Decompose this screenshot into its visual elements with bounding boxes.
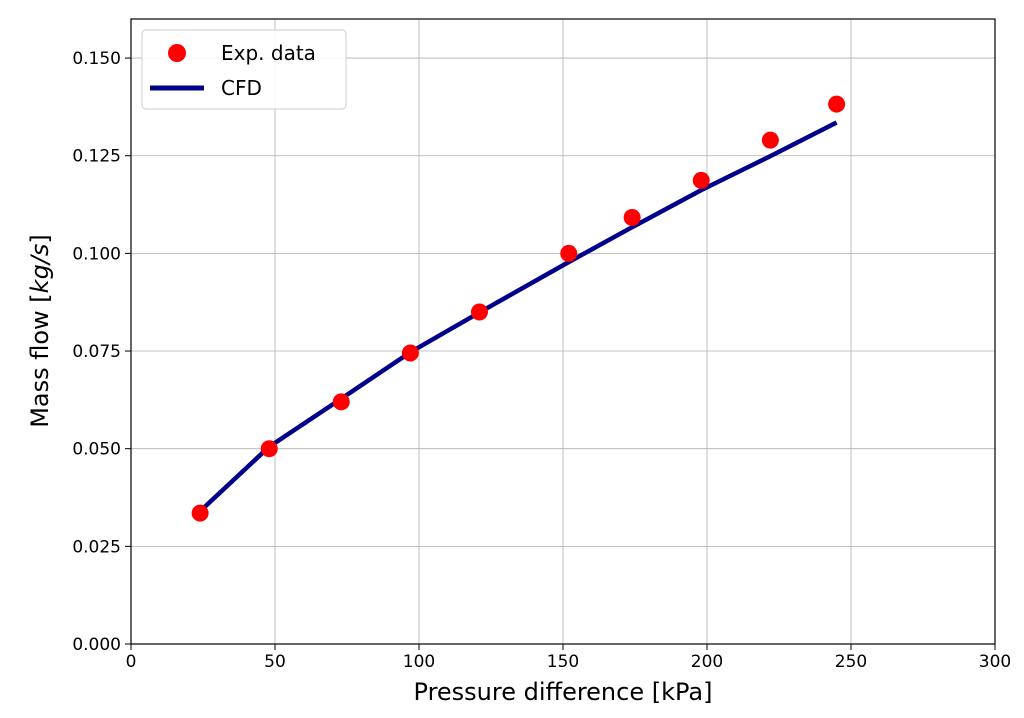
y-axis-label: Mass flow [kg/s] — [26, 234, 54, 428]
exp-data-point — [692, 171, 710, 189]
legend-label-exp-data: Exp. data — [221, 41, 316, 65]
x-tick-label: 100 — [403, 652, 435, 672]
x-tick-label: 250 — [835, 652, 867, 672]
y-tick-label: 0.025 — [72, 537, 121, 557]
grid — [130, 19, 996, 645]
axis-ticks: 0 50 100 150 200 250 300 0.000 0.025 0.050 0.075 0.… — [72, 49, 1011, 672]
y-tick-label: 0.150 — [72, 49, 121, 69]
exp-data-point — [191, 504, 209, 522]
y-tick-label: 0.075 — [72, 342, 121, 362]
series-layer — [191, 95, 846, 522]
exp-data-point — [401, 344, 419, 362]
exp-data-point — [332, 393, 350, 411]
x-axis-label: Pressure difference [kPa] — [414, 678, 713, 706]
exp-data-point — [560, 244, 578, 262]
legend-marker-exp-data — [168, 44, 186, 62]
exp-data-point — [260, 440, 278, 458]
y-tick-label: 0.050 — [72, 440, 121, 460]
x-tick-label: 300 — [979, 652, 1011, 672]
cfd-line — [198, 120, 838, 513]
y-tick-label: 0.100 — [72, 244, 121, 264]
legend-label-cfd: CFD — [221, 76, 262, 100]
y-tick-label: 0.125 — [72, 147, 121, 167]
x-tick-label: 50 — [264, 652, 286, 672]
x-tick-label: 0 — [126, 652, 137, 672]
exp-data-point — [623, 208, 641, 226]
x-tick-label: 150 — [547, 652, 579, 672]
x-tick-label: 200 — [691, 652, 723, 672]
exp-data-point — [470, 303, 488, 321]
y-tick-label: 0.000 — [72, 635, 121, 655]
exp-data-point — [761, 131, 779, 149]
exp-data-point — [828, 95, 846, 113]
legend: Exp. data CFD — [141, 29, 347, 110]
